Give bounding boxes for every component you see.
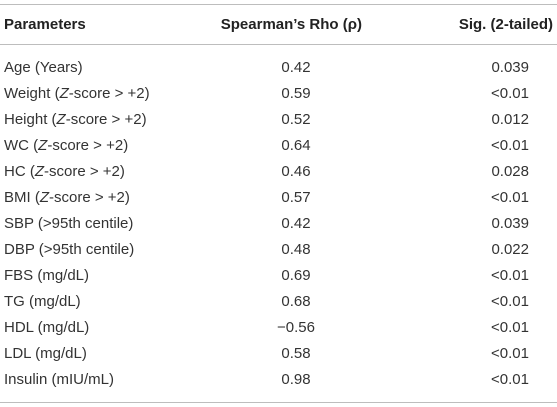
table-row: WC (Z-score > +2) 0.64 <0.01 (0, 133, 557, 159)
cell-significance: <0.01 (491, 267, 529, 284)
cell-rho: −0.56 (277, 319, 315, 336)
table-body: Age (Years) 0.42 0.039 Weight (Z-score >… (0, 45, 557, 393)
cell-parameter: SBP (>95th centile) (4, 215, 134, 232)
table-row: FBS (mg/dL) 0.69 <0.01 (0, 263, 557, 289)
cell-significance: 0.022 (491, 241, 529, 258)
cell-rho: 0.42 (281, 59, 311, 77)
cell-rho: 0.68 (281, 293, 311, 310)
cell-significance: 0.028 (491, 163, 529, 180)
cell-parameter: FBS (mg/dL) (4, 267, 90, 284)
header-row: Parameters Spearman’s Rho (ρ) Sig. (2-ta… (0, 4, 557, 45)
table-row: Age (Years) 0.42 0.039 (0, 45, 557, 81)
z-letter: Z (56, 111, 66, 128)
cell-significance: <0.01 (491, 85, 529, 102)
cell-parameter: BMI (Z-score > +2) (4, 189, 130, 206)
cell-rho: 0.69 (281, 267, 311, 284)
cell-parameter: LDL (mg/dL) (4, 345, 87, 362)
cell-rho: 0.48 (281, 241, 311, 258)
z-letter: Z (38, 137, 48, 154)
cell-rho: 0.46 (281, 163, 311, 180)
cell-rho: 0.59 (281, 85, 311, 102)
cell-significance: 0.012 (491, 111, 529, 128)
cell-rho: 0.98 (281, 371, 311, 388)
cell-parameter: DBP (>95th centile) (4, 241, 135, 258)
z-letter: Z (34, 163, 44, 180)
cell-significance: 0.039 (491, 215, 529, 232)
cell-parameter: Age (Years) (4, 59, 83, 77)
cell-significance: <0.01 (491, 345, 529, 362)
header-spearmans-rho: Spearman’s Rho (ρ) (220, 16, 362, 33)
header-significance: Sig. (2-tailed) (458, 16, 553, 33)
cell-rho: 0.58 (281, 345, 311, 362)
cell-parameter: TG (mg/dL) (4, 293, 81, 310)
z-letter: Z (59, 85, 69, 102)
cell-parameter: Height (Z-score > +2) (4, 111, 147, 128)
table-header: Parameters Spearman’s Rho (ρ) Sig. (2-ta… (0, 4, 557, 45)
cell-significance: <0.01 (491, 371, 529, 388)
table-row: HDL (mg/dL) −0.56 <0.01 (0, 315, 557, 341)
table-row: Height (Z-score > +2) 0.52 0.012 (0, 107, 557, 133)
cell-significance: <0.01 (491, 137, 529, 154)
table-row: LDL (mg/dL) 0.58 <0.01 (0, 341, 557, 367)
table-row: SBP (>95th centile) 0.42 0.039 (0, 211, 557, 237)
table-row: DBP (>95th centile) 0.48 0.022 (0, 237, 557, 263)
cell-parameter: WC (Z-score > +2) (4, 137, 129, 154)
cell-significance: <0.01 (491, 319, 529, 336)
cell-rho: 0.64 (281, 137, 311, 154)
cell-parameter: HC (Z-score > +2) (4, 163, 125, 180)
cell-rho: 0.52 (281, 111, 311, 128)
table-row: BMI (Z-score > +2) 0.57 <0.01 (0, 185, 557, 211)
z-letter: Z (39, 189, 50, 206)
cell-parameter: Weight (Z-score > +2) (4, 85, 150, 102)
table-row: Insulin (mIU/mL) 0.98 <0.01 (0, 367, 557, 393)
cell-rho: 0.42 (281, 215, 311, 232)
header-parameters: Parameters (4, 16, 86, 33)
cell-significance: 0.039 (491, 59, 529, 77)
table-row: Weight (Z-score > +2) 0.59 <0.01 (0, 81, 557, 107)
cell-significance: <0.01 (491, 189, 529, 206)
cell-significance: <0.01 (491, 293, 529, 310)
cell-parameter: HDL (mg/dL) (4, 319, 90, 336)
table-bottom-rule (0, 402, 557, 403)
table-row: HC (Z-score > +2) 0.46 0.028 (0, 159, 557, 185)
correlation-table: Parameters Spearman’s Rho (ρ) Sig. (2-ta… (0, 4, 557, 393)
cell-rho: 0.57 (281, 189, 311, 206)
cell-parameter: Insulin (mIU/mL) (4, 371, 115, 388)
table-row: TG (mg/dL) 0.68 <0.01 (0, 289, 557, 315)
